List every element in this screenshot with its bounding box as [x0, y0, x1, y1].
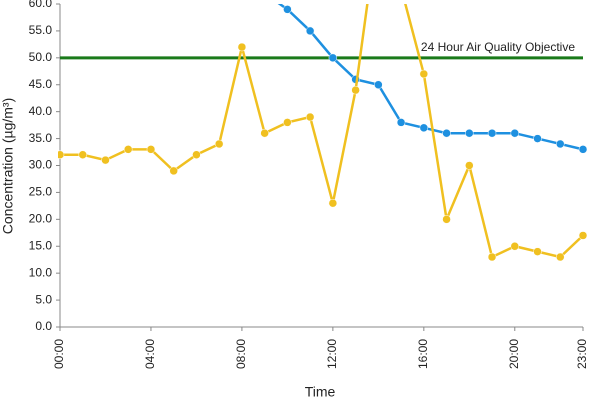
data-point: [328, 198, 338, 208]
y-tick-label: 10.0: [29, 265, 53, 279]
data-point: [465, 128, 474, 138]
data-point: [169, 166, 178, 176]
y-tick-label: 0.0: [35, 319, 52, 333]
plot-area: [58, 4, 588, 262]
x-axis-title: Time: [305, 384, 336, 400]
y-tick-label: 40.0: [29, 104, 53, 118]
data-point: [487, 128, 497, 138]
data-point: [192, 150, 201, 159]
y-tick-label: 5.0: [35, 292, 52, 306]
data-point: [283, 118, 292, 127]
data-point: [214, 139, 224, 149]
data-point: [510, 242, 520, 251]
data-point: [351, 85, 360, 95]
series-line: [60, 4, 584, 259]
data-point: [419, 69, 429, 79]
data-point: [419, 123, 429, 133]
y-tick-label: 35.0: [29, 131, 53, 145]
y-tick-label: 15.0: [29, 238, 53, 252]
x-tick-label: 00:00: [52, 339, 66, 369]
x-tick-label: 08:00: [234, 339, 248, 369]
data-point: [305, 112, 315, 122]
data-point: [260, 128, 269, 138]
data-point: [146, 145, 156, 154]
y-tick-label: 30.0: [29, 158, 53, 172]
data-point: [58, 150, 65, 159]
data-point: [283, 5, 292, 14]
y-axis-title: Concentration (µg/m³): [0, 98, 16, 234]
y-tick-label: 55.0: [29, 23, 53, 37]
x-tick-label: 23:00: [575, 339, 589, 369]
objective-label: 24 Hour Air Quality Objective: [421, 40, 575, 54]
data-point: [465, 161, 474, 170]
data-point: [510, 128, 520, 138]
data-point: [101, 155, 110, 165]
data-point: [578, 231, 588, 240]
data-point: [533, 134, 542, 143]
data-point: [374, 80, 383, 89]
x-tick-label: 04:00: [143, 339, 157, 369]
y-tick-label: 20.0: [29, 212, 53, 226]
y-tick-label: 25.0: [29, 185, 53, 199]
data-point: [556, 252, 565, 262]
x-tick-label: 12:00: [325, 339, 339, 369]
x-tick-label: 20:00: [507, 339, 521, 369]
y-tick-label: 50.0: [29, 50, 53, 64]
data-point: [396, 118, 406, 127]
data-point: [556, 139, 565, 149]
data-point: [328, 53, 338, 63]
x-tick-label: 16:00: [416, 339, 430, 369]
data-point: [487, 252, 497, 262]
data-point: [78, 150, 87, 159]
data-point: [533, 247, 542, 256]
data-point: [578, 145, 588, 154]
data-point: [442, 215, 451, 224]
data-point: [305, 26, 315, 36]
data-point: [237, 42, 247, 52]
y-tick-label: 45.0: [29, 77, 53, 91]
y-tick-label: 60.0: [29, 0, 53, 10]
data-point: [123, 145, 133, 154]
data-point: [442, 128, 451, 138]
